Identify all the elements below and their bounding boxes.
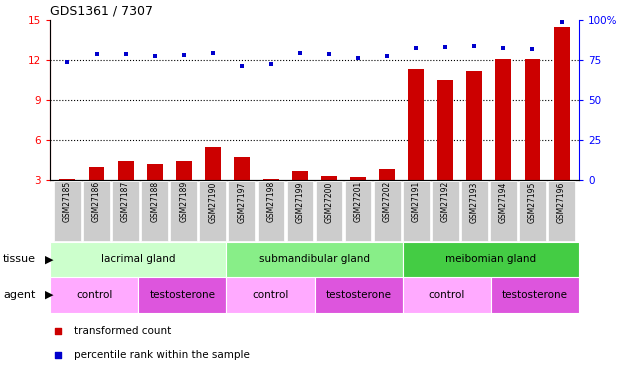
Bar [147,164,163,180]
Bar [461,181,487,241]
Point [150,53,160,59]
Text: GSM27199: GSM27199 [296,181,304,223]
Text: GSM27192: GSM27192 [441,181,450,222]
Bar [226,277,314,313]
Bar [350,177,366,180]
Text: testosterone: testosterone [149,290,215,300]
Bar [496,58,512,180]
Text: tissue: tissue [3,255,36,264]
Text: testosterone: testosterone [502,290,568,300]
Point [556,20,566,26]
Text: percentile rank within the sample: percentile rank within the sample [74,351,250,360]
Bar [402,277,491,313]
Text: transformed count: transformed count [74,327,171,336]
Bar [466,70,483,180]
Text: control: control [76,290,112,300]
Bar [292,171,308,180]
Text: ▶: ▶ [45,255,53,264]
Bar [89,166,104,180]
Bar [54,181,81,241]
Bar [229,181,255,241]
Bar [525,58,540,180]
Text: GSM27202: GSM27202 [383,181,392,222]
Point [382,25,392,31]
Bar [138,277,226,313]
Point [208,50,218,56]
Point [237,63,247,69]
Text: GSM27191: GSM27191 [412,181,421,222]
Text: GSM27186: GSM27186 [92,181,101,222]
Point [324,51,334,57]
Point [295,50,305,56]
Point [266,61,276,67]
Point [353,56,363,62]
Text: GSM27187: GSM27187 [121,181,130,222]
Bar [314,277,402,313]
Bar [60,178,75,180]
Bar [403,181,430,241]
Bar [491,277,579,313]
Bar [50,242,226,277]
Text: testosterone: testosterone [325,290,392,300]
Point [499,45,509,51]
Point [63,58,73,64]
Point [382,243,392,249]
Bar [170,181,197,241]
Text: GSM27185: GSM27185 [63,181,72,222]
Text: GSM27196: GSM27196 [557,181,566,223]
Point [91,51,101,57]
Bar [226,242,402,277]
Text: GSM27190: GSM27190 [208,181,217,223]
Text: GDS1361 / 7307: GDS1361 / 7307 [50,5,153,18]
Text: GSM27198: GSM27198 [266,181,275,222]
Text: ▶: ▶ [45,290,53,300]
Text: GSM27197: GSM27197 [237,181,247,223]
Point [411,45,421,51]
Bar [315,181,342,241]
Bar [199,181,226,241]
Bar [234,158,250,180]
Text: GSM27195: GSM27195 [528,181,537,223]
Bar [379,170,395,180]
Text: control: control [428,290,465,300]
Point [527,46,537,52]
Text: GSM27189: GSM27189 [179,181,188,222]
Text: meibomian gland: meibomian gland [445,255,537,264]
Bar [490,181,517,241]
Text: GSM27201: GSM27201 [353,181,363,222]
Bar [432,181,459,241]
Bar [321,176,337,180]
Bar [83,181,110,241]
Text: submandibular gland: submandibular gland [259,255,370,264]
Bar [141,181,168,241]
Bar [437,80,453,180]
Point [120,51,130,57]
Bar [374,181,401,241]
Bar [287,181,314,241]
Text: lacrimal gland: lacrimal gland [101,255,175,264]
Point [440,44,450,50]
Point [469,44,479,50]
Bar [402,242,579,277]
Point [179,52,189,58]
Bar [408,69,424,180]
Text: GSM27188: GSM27188 [150,181,159,222]
Bar [112,181,139,241]
Text: GSM27200: GSM27200 [325,181,333,223]
Text: GSM27194: GSM27194 [499,181,508,223]
Point [382,53,392,59]
Bar [176,161,192,180]
Bar [548,181,575,241]
Bar [50,277,138,313]
Bar [258,181,284,241]
Bar [263,178,279,180]
Text: GSM27193: GSM27193 [470,181,479,223]
Bar [205,147,220,180]
Bar [345,181,371,241]
Bar [117,161,134,180]
Bar [519,181,546,241]
Text: control: control [252,290,289,300]
Bar [553,27,569,180]
Text: agent: agent [3,290,35,300]
